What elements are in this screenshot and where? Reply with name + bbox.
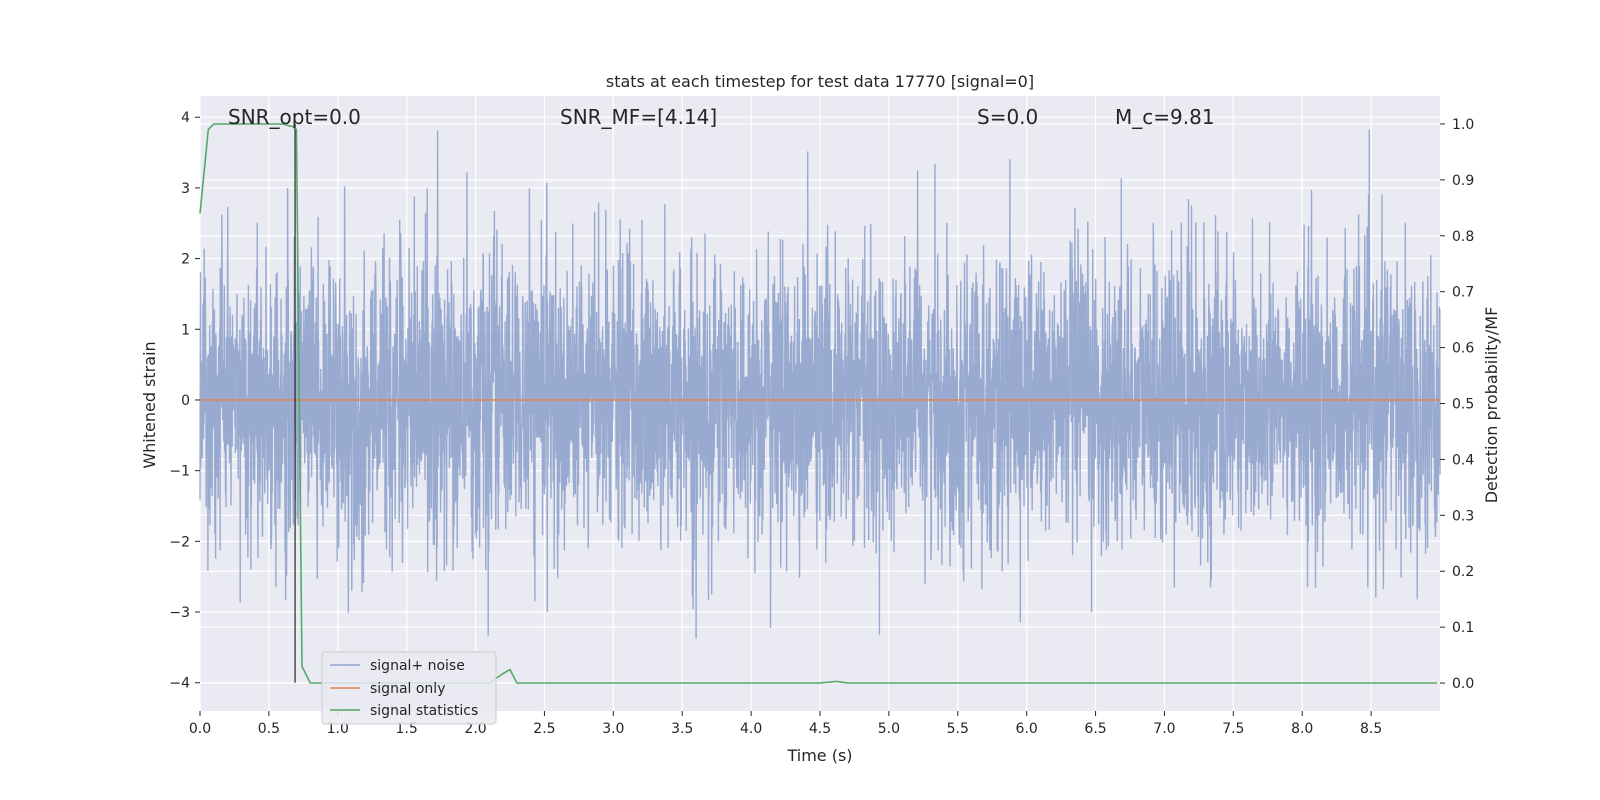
legend-label-signal-noise: signal+ noise	[370, 658, 465, 674]
x-tick-label: 6.5	[1084, 721, 1106, 737]
x-tick-label: 3.0	[602, 721, 624, 737]
y2-tick-label: 0.5	[1452, 397, 1474, 413]
y2-tick-label: 0.7	[1452, 285, 1474, 301]
y-tick-label: 3	[181, 181, 190, 197]
x-tick-label: 0.0	[189, 721, 211, 737]
x-tick-label: 5.5	[947, 721, 969, 737]
y2-axis-label: Detection probability/MF	[1482, 307, 1501, 504]
y2-tick-label: 1.0	[1452, 117, 1474, 133]
annotation-snr-opt: SNR_opt=0.0	[228, 105, 361, 129]
x-axis-label: Time (s)	[786, 746, 852, 765]
y-axis-ticks: 4 3 2 1 0 −1 −2 −3 −4	[169, 110, 200, 692]
y-tick-label: 1	[181, 322, 190, 338]
y2-tick-label: 0.1	[1452, 620, 1474, 636]
y2-tick-label: 0.2	[1452, 564, 1474, 580]
y-tick-label: −3	[169, 605, 190, 621]
x-tick-label: 3.5	[671, 721, 693, 737]
y2-tick-label: 0.0	[1452, 676, 1474, 692]
y2-tick-label: 0.6	[1452, 341, 1474, 357]
x-tick-label: 6.0	[1016, 721, 1038, 737]
y2-tick-label: 0.9	[1452, 173, 1474, 189]
y2-axis-ticks: 1.0 0.9 0.8 0.7 0.6 0.5 0.4 0.3 0.2 0.1 0.0	[1440, 117, 1474, 692]
y-tick-label: −2	[169, 534, 190, 550]
x-tick-label: 5.0	[878, 721, 900, 737]
x-tick-label: 7.5	[1222, 721, 1244, 737]
x-tick-label: 8.0	[1291, 721, 1313, 737]
annotation-s: S=0.0	[977, 105, 1038, 129]
x-tick-label: 8.5	[1360, 721, 1382, 737]
legend: signal+ noise signal only signal statist…	[322, 652, 496, 724]
x-tick-label: 0.5	[258, 721, 280, 737]
chart: 0.0 0.5 1.0 1.5 2.0 2.5 3.0 3.5 4.0 4.5 5.0 5.5 6.0 6…	[0, 0, 1600, 800]
x-tick-label: 4.5	[809, 721, 831, 737]
y2-tick-label: 0.8	[1452, 229, 1474, 245]
y-axis-label: Whitened strain	[140, 341, 159, 468]
y2-tick-label: 0.3	[1452, 508, 1474, 524]
x-tick-label: 7.0	[1153, 721, 1175, 737]
chart-title: stats at each timestep for test data 177…	[606, 72, 1034, 91]
annotation-mc: M_c=9.81	[1115, 105, 1215, 129]
x-tick-label: 4.0	[740, 721, 762, 737]
legend-label-signal-only: signal only	[370, 681, 445, 697]
y-tick-label: −1	[169, 464, 190, 480]
x-tick-label: 2.5	[533, 721, 555, 737]
y-tick-label: 2	[181, 252, 190, 268]
y2-tick-label: 0.4	[1452, 452, 1474, 468]
y-tick-label: 0	[181, 393, 190, 409]
y-tick-label: −4	[169, 676, 190, 692]
legend-label-signal-statistics: signal statistics	[370, 703, 478, 719]
y-tick-label: 4	[181, 110, 190, 126]
annotation-snr-mf: SNR_MF=[4.14]	[560, 105, 717, 129]
